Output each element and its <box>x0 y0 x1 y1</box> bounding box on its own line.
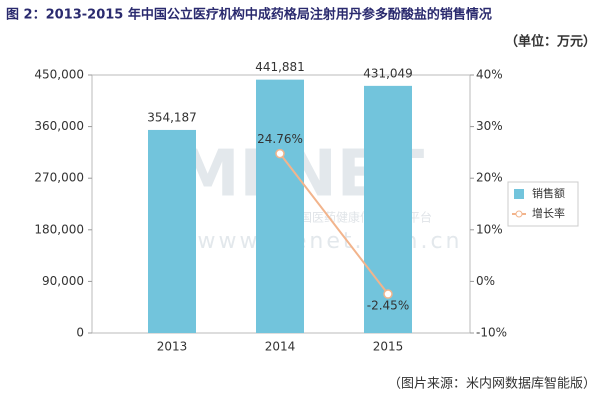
y2-tick-label: 30% <box>476 119 503 133</box>
x-tick-label: 2015 <box>373 340 404 354</box>
y-tick-label: 360,000 <box>34 119 84 133</box>
source: （图片来源：米内网数据库智能版） <box>388 376 596 392</box>
y2-tick-label: -10% <box>476 326 507 340</box>
y2-tick-label: 40% <box>476 68 503 82</box>
legend-swatch <box>515 210 523 218</box>
y-tick-label: 270,000 <box>34 171 84 185</box>
legend-label: 增长率 <box>532 206 565 220</box>
value-label: 441,881 <box>255 60 305 74</box>
value-label: -2.45% <box>367 299 409 313</box>
value-label: 24.76% <box>257 132 303 146</box>
x-tick-label: 2013 <box>157 340 188 354</box>
y-tick-label: 90,000 <box>42 274 84 288</box>
legend-swatch <box>514 189 524 199</box>
watermark: www.menet.com.cn <box>197 229 462 254</box>
line-point <box>383 289 393 299</box>
unit-label: （单位：万元） <box>505 34 596 50</box>
y2-tick-label: 0% <box>476 274 495 288</box>
value-label: 354,187 <box>147 110 197 124</box>
y2-tick-label: 10% <box>476 222 503 236</box>
y2-tick-label: 20% <box>476 171 503 185</box>
bar <box>256 79 304 333</box>
x-tick-label: 2014 <box>265 340 296 354</box>
legend-label: 销售额 <box>532 186 565 200</box>
bar <box>148 129 196 333</box>
y-tick-label: 0 <box>76 326 84 340</box>
value-label: 431,049 <box>363 66 413 80</box>
line-point <box>275 148 285 159</box>
line <box>279 153 389 295</box>
y-tick-label: 180,000 <box>34 222 84 236</box>
y-tick-label: 450,000 <box>34 68 84 82</box>
chart-title: 图 2：2013-2015 年中国公立医疗机构中成药格局注射用丹参多酚酸盐的销售… <box>6 7 492 23</box>
